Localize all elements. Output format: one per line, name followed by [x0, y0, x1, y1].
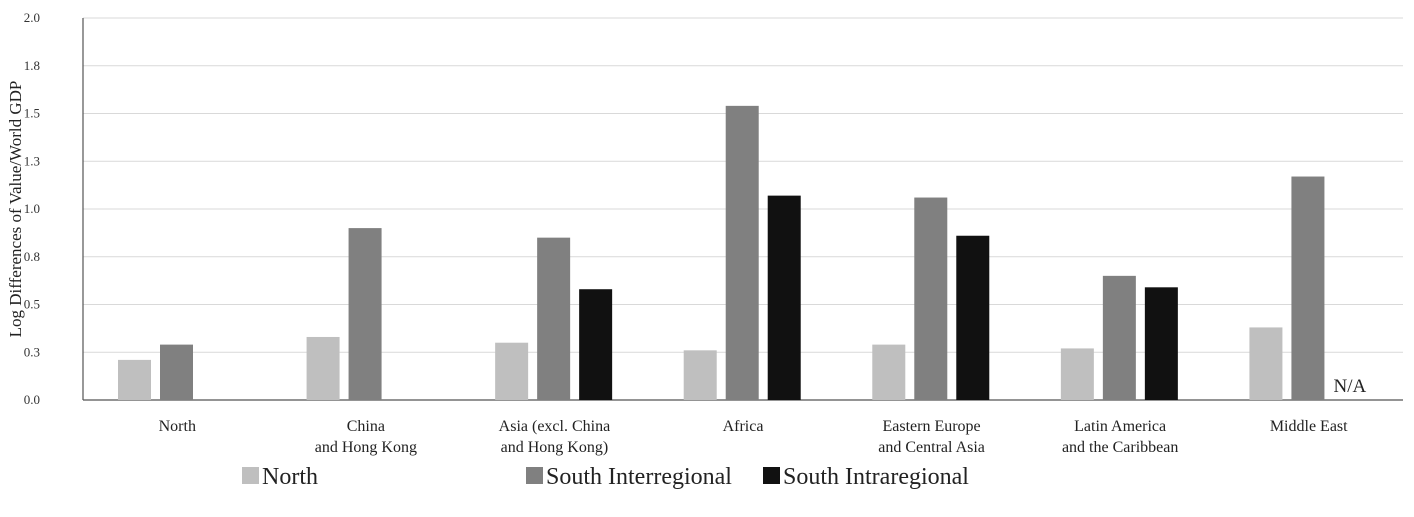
bar: [495, 342, 529, 400]
bar: [683, 350, 717, 400]
x-category-label: Eastern Europe and Central Asia: [878, 418, 985, 456]
bar: [1060, 348, 1094, 400]
bar: [348, 228, 382, 400]
y-tick-label: 0.0: [24, 392, 40, 407]
x-category-label: Asia (excl. China and Hong Kong): [499, 418, 611, 456]
legend-label: South Intraregional: [783, 464, 969, 490]
legend-swatch: [242, 467, 259, 484]
bar: [872, 344, 906, 400]
legend-swatch: [763, 467, 780, 484]
legend-swatch: [526, 467, 543, 484]
y-tick-label: 1.8: [24, 58, 40, 73]
x-category-label: Africa: [723, 418, 764, 435]
y-tick-label: 1.0: [24, 201, 40, 216]
y-tick-label: 0.5: [24, 297, 40, 312]
x-category-label: Middle East: [1270, 418, 1348, 435]
x-category-label: China and Hong Kong: [315, 418, 417, 456]
bar: [160, 344, 193, 400]
na-annotation: N/A: [1334, 376, 1367, 397]
bar: [118, 359, 151, 400]
bar: [1144, 287, 1178, 400]
legend-label: South Interregional: [546, 464, 732, 490]
y-axis-title: Log Differences of Value/World GDP: [6, 81, 25, 338]
bar: [1102, 275, 1136, 400]
bar: [1249, 327, 1283, 400]
annotations: N/A: [1334, 376, 1367, 397]
bars: [118, 105, 1325, 401]
y-tick-label: 0.3: [24, 344, 40, 359]
legend-label: North: [262, 464, 318, 490]
bar: [537, 237, 571, 400]
bar: [725, 105, 759, 401]
x-category-label: Latin America and the Caribbean: [1062, 418, 1178, 456]
x-axis-category-labels: North China and Hong Kong Asia (excl. China…: [159, 418, 1349, 456]
legend: North South Interregional South Intraregio…: [242, 464, 969, 490]
bar: [767, 195, 801, 400]
y-axis-ticks: 0.0 0.3 0.5 0.8 1.0 1.3 1.5 1.8 2.0: [24, 10, 40, 407]
y-tick-label: 1.5: [24, 106, 40, 121]
y-tick-label: 2.0: [24, 10, 40, 25]
bar: [914, 197, 948, 400]
bar: [579, 289, 613, 400]
y-tick-label: 0.8: [24, 249, 40, 264]
bar: [1291, 176, 1325, 400]
y-tick-label: 1.3: [24, 153, 40, 168]
x-category-label: North: [159, 418, 196, 435]
bar: [306, 336, 340, 400]
bar: [956, 235, 990, 400]
